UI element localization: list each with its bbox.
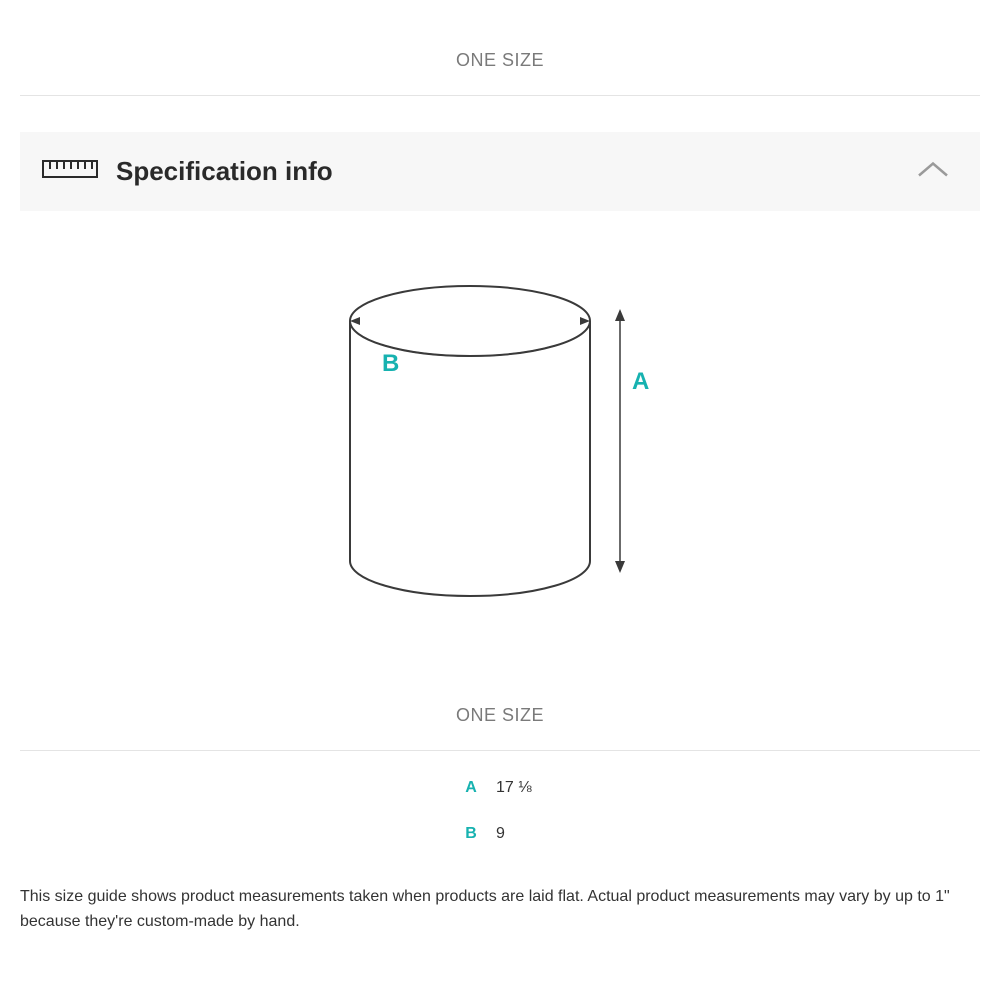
top-size-header: ONE SIZE	[20, 0, 980, 96]
product-diagram: B A	[20, 211, 980, 681]
panel-title: Specification info	[116, 156, 333, 187]
measurement-table: A 17 ⅛ B 9	[20, 751, 980, 857]
footnote-text: This size guide shows product measuremen…	[20, 857, 980, 935]
chevron-up-icon[interactable]	[916, 159, 950, 184]
diagram-label-b: B	[382, 350, 399, 377]
table-row: B 9	[20, 811, 980, 857]
row-value: 17 ⅛	[496, 779, 536, 797]
spec-panel-header[interactable]: Specification info	[20, 132, 980, 211]
row-value: 9	[496, 825, 536, 843]
table-row: A 17 ⅛	[20, 765, 980, 811]
table-size-header: ONE SIZE	[20, 681, 980, 751]
diagram-label-a: A	[632, 368, 649, 395]
row-label: A	[464, 779, 478, 797]
row-label: B	[464, 825, 478, 843]
ruler-icon	[42, 160, 98, 183]
